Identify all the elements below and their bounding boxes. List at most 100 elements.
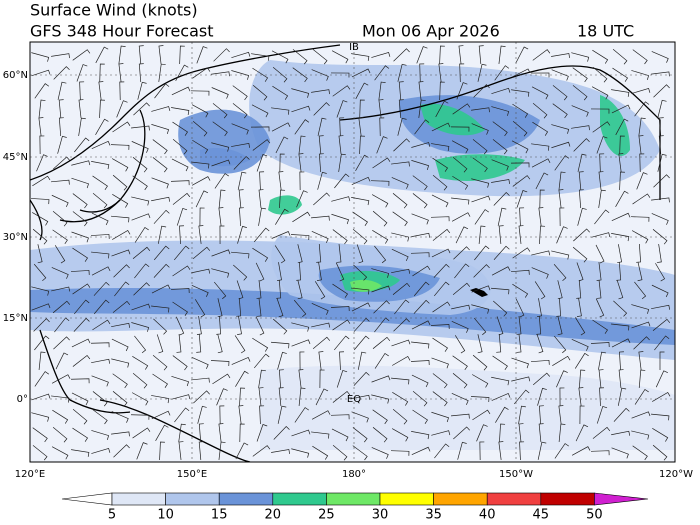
wind-barb [431,248,451,258]
wind-barb [292,211,311,223]
wind-barb [256,280,262,299]
wind-barb [196,46,208,64]
wind-barb [432,157,449,172]
wind-barb [351,68,371,78]
wind-barb [510,162,530,168]
wind-barb [572,85,588,101]
wind-barb [596,405,608,424]
wind-barb [373,300,390,314]
wind-barb [318,135,324,154]
wind-barb [451,140,469,154]
wind-barb [291,339,311,347]
wind-barb [58,99,64,118]
wind-barb [158,45,164,64]
wind-barb [616,261,622,281]
wind-barb [172,355,188,371]
wind-barb [658,135,664,154]
wind-barb [52,211,68,227]
wind-barb [530,72,550,78]
wind-barb [651,213,669,225]
wind-barb [51,286,71,292]
wind-barb [277,351,287,370]
wind-barb [538,405,544,425]
coastline [79,199,121,213]
wind-barb [392,408,408,425]
wind-barb [631,230,649,244]
wind-barb [54,245,66,264]
wind-barb [151,177,169,189]
wind-barb [371,285,391,293]
wind-barb [99,63,105,83]
wind-barb [151,410,171,420]
wind-barb [210,360,230,366]
wind-barb [478,45,484,64]
wind-barb [273,318,288,335]
wind-barb [452,103,471,115]
wind-barb [537,441,547,460]
wind-barb [112,174,128,191]
wind-barb [451,212,471,222]
wind-barb [298,135,306,154]
wind-barb [472,139,488,155]
wind-barb [179,45,185,65]
wind-barb [172,301,188,316]
wind-barb [495,406,509,423]
wind-barb [619,351,624,371]
wind-barb [472,354,488,371]
wind-barb [51,374,71,384]
wind-barb [537,298,542,317]
wind-barb [151,124,170,135]
wind-barb [452,156,468,173]
wind-barb [656,244,662,263]
wind-barb [491,266,511,276]
wind-barb [191,377,210,383]
wind-barb [616,280,624,300]
wind-barb [498,225,504,244]
wind-barb [572,246,588,263]
wind-barb [451,197,470,205]
wind-barb [172,121,188,136]
wind-barb [539,225,546,245]
wind-barb [598,369,604,388]
wind-barb [98,81,104,100]
wind-barb [93,281,110,296]
wind-barb [110,144,130,150]
wind-barb [272,85,289,100]
colorbar-label: 35 [425,508,442,523]
wind-barb [434,443,450,459]
wind-barb [618,369,624,388]
wind-barb [392,356,411,366]
wind-barb [339,351,345,371]
wind-barb [576,280,582,299]
wind-barb [371,394,390,404]
colorbar-segment [379,492,434,506]
wind-barb [153,318,168,335]
wind-barb [33,263,47,282]
wind-barb [112,300,131,313]
wind-barb [554,443,569,459]
wind-barb [479,441,485,461]
wind-barb [419,63,425,83]
wind-barb [156,334,164,354]
wind-barb [256,424,268,442]
wind-barb [299,351,305,371]
wind-barb [532,49,551,61]
wind-barb [297,280,303,300]
wind-barb [119,81,125,101]
wind-barb [471,285,491,293]
wind-barb [452,355,468,371]
wind-barb [651,71,670,77]
wind-barb [171,86,191,96]
wind-barb [391,177,409,189]
wind-barb [70,378,90,384]
wind-barb [473,264,490,278]
wind-barb [34,83,50,99]
wind-barb [578,189,584,208]
wind-barb [330,414,350,420]
wind-barb [191,268,211,274]
wind-barb [238,207,244,227]
wind-barb [191,104,209,118]
wind-barb [357,351,367,370]
wind-barb [498,441,504,460]
wind-barb [634,388,649,405]
